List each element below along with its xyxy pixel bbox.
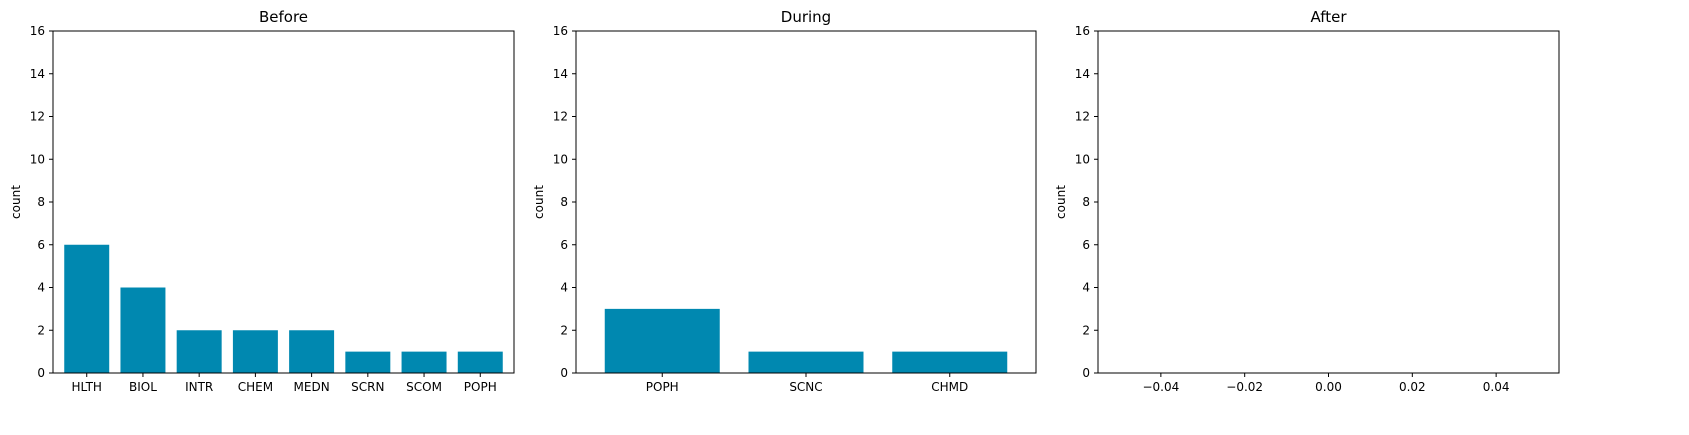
y-tick-label: 2 xyxy=(1082,323,1090,337)
chart-title: Before xyxy=(259,8,308,26)
bar-intr xyxy=(176,330,222,373)
axes-frame xyxy=(52,30,515,374)
y-tick-label: 16 xyxy=(1075,24,1090,38)
x-tick-label: BIOL xyxy=(129,380,157,394)
bar-biol xyxy=(120,287,166,373)
y-tick-label: 6 xyxy=(37,238,45,252)
y-tick-label: 0 xyxy=(560,366,568,380)
y-axis-label: count xyxy=(1054,185,1068,219)
y-tick-label: 8 xyxy=(37,195,45,209)
y-tick-label: 12 xyxy=(30,110,45,124)
y-tick-label: 4 xyxy=(560,281,568,295)
y-tick-label: 12 xyxy=(553,110,568,124)
y-tick-label: 12 xyxy=(1075,110,1090,124)
x-tick-label: 0.02 xyxy=(1399,380,1426,394)
y-tick-label: 8 xyxy=(560,195,568,209)
x-tick-label: 0.00 xyxy=(1315,380,1342,394)
bar-poph xyxy=(457,351,503,373)
y-tick-label: 14 xyxy=(30,67,45,81)
x-tick-label: CHEM xyxy=(238,380,273,394)
axes-frame xyxy=(1097,30,1560,374)
y-tick-label: 0 xyxy=(1082,366,1090,380)
bar-scrn xyxy=(345,351,391,373)
y-tick-label: 16 xyxy=(30,24,45,38)
y-tick-label: 10 xyxy=(1075,152,1090,166)
x-tick-label: −0.02 xyxy=(1226,380,1263,394)
y-tick-label: 14 xyxy=(553,67,568,81)
y-tick-label: 10 xyxy=(553,152,568,166)
bar-chmd xyxy=(892,351,1008,373)
chart-panel-0: HLTH BIOL INTR CHEM MEDN SCRN SCOM POPH 0 2 4 6 8 10 1… xyxy=(9,8,515,394)
y-axis-label: count xyxy=(9,185,23,219)
x-tick-label: MEDN xyxy=(294,380,330,394)
y-tick-label: 2 xyxy=(37,323,45,337)
y-tick-label: 6 xyxy=(1082,238,1090,252)
y-tick-label: 6 xyxy=(560,238,568,252)
x-tick-label: 0.04 xyxy=(1483,380,1510,394)
bar-scnc xyxy=(748,351,864,373)
bar-chem xyxy=(232,330,278,373)
chart-panel-2: −0.04 −0.02 0.00 0.02 0.04 0 2 4 6 8 10 12 14 16 After… xyxy=(1054,8,1560,394)
chart-panel-1: POPH SCNC CHMD 0 2 4 6 8 10 12 14 16 During count xyxy=(532,8,1037,394)
x-tick-label: −0.04 xyxy=(1142,380,1179,394)
x-tick-label: INTR xyxy=(185,380,213,394)
y-tick-label: 0 xyxy=(37,366,45,380)
chart-title: During xyxy=(781,8,831,26)
bar-poph xyxy=(604,308,720,373)
x-tick-label: HLTH xyxy=(72,380,102,394)
x-tick-label: CHMD xyxy=(931,380,968,394)
bar-medn xyxy=(289,330,335,373)
x-tick-label: SCNC xyxy=(789,380,822,394)
axes-frame xyxy=(575,30,1037,374)
y-tick-label: 4 xyxy=(1082,281,1090,295)
x-tick-label: SCOM xyxy=(406,380,442,394)
bar-scom xyxy=(401,351,447,373)
chart-title: After xyxy=(1310,8,1347,26)
y-tick-label: 8 xyxy=(1082,195,1090,209)
x-tick-label: SCRN xyxy=(351,380,384,394)
x-tick-label: POPH xyxy=(464,380,497,394)
bar-hlth xyxy=(64,244,110,373)
y-tick-label: 16 xyxy=(553,24,568,38)
y-tick-label: 4 xyxy=(37,281,45,295)
y-tick-label: 14 xyxy=(1075,67,1090,81)
x-tick-label: POPH xyxy=(646,380,679,394)
y-axis-label: count xyxy=(532,185,546,219)
y-tick-label: 10 xyxy=(30,152,45,166)
y-tick-label: 2 xyxy=(560,323,568,337)
